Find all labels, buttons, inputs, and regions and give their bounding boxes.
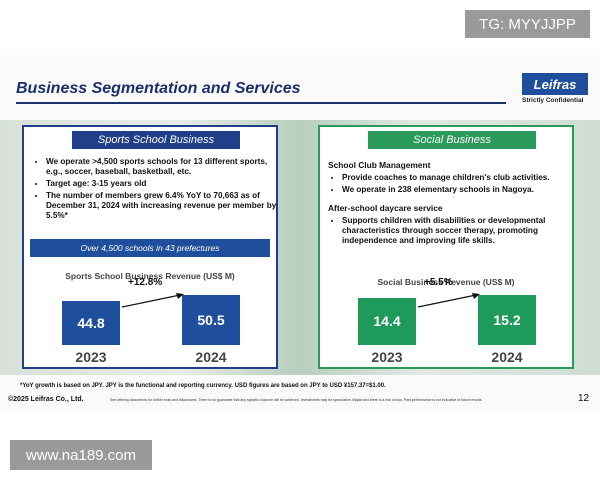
confidential: Strictly Confidential xyxy=(522,97,584,104)
watermark: TG: MYYJJPP xyxy=(465,10,590,38)
chart-title: Sports School Business Revenue (US$ M) xyxy=(65,271,235,281)
panel-title: Social Business xyxy=(368,131,536,149)
bullet-list: Provide coaches to manage children's clu… xyxy=(328,173,564,195)
title-rule xyxy=(16,102,506,104)
bullet-list: Supports children with disabilities or d… xyxy=(328,216,564,246)
bullet: The number of members grew 6.4% YoY to 7… xyxy=(46,191,278,221)
bar-label: 44.8 xyxy=(77,314,105,331)
logo: Leifras xyxy=(522,73,588,95)
bar-label: 50.5 xyxy=(197,312,225,328)
chart-title: Social Business Revenue (US$ M) xyxy=(377,277,515,287)
bullet: We operate in 238 elementary schools in … xyxy=(342,185,564,195)
bar: 50.5 xyxy=(182,295,240,345)
banner: Over 4,500 schools in 43 prefectures xyxy=(30,239,270,257)
panel-social: Social Business School Club Management Pr… xyxy=(318,125,574,369)
bullet-list: We operate >4,500 sports schools for 13 … xyxy=(32,157,278,223)
section-heading: School Club Management xyxy=(328,160,431,170)
sections: School Club Management Provide coaches to… xyxy=(328,157,564,248)
chart: Sports School Business Revenue (US$ M) 44… xyxy=(24,265,276,369)
x-tick-label: 2024 xyxy=(491,349,523,365)
arrow xyxy=(121,293,184,308)
copyright: ©2025 Leifras Co., Ltd. xyxy=(8,396,84,403)
change-label: +12.8% xyxy=(128,277,163,288)
bar: 44.8 xyxy=(62,300,120,345)
section-heading: After-school daycare service xyxy=(328,203,443,213)
panel-title: Sports School Business xyxy=(72,131,240,149)
chart: Social Business Revenue (US$ M) 14.4 2023 1… xyxy=(320,265,572,369)
bullet: Target age: 3-15 years old xyxy=(46,179,278,189)
x-tick-label: 2023 xyxy=(371,349,403,365)
disclaimer: See offering documents for further risks… xyxy=(110,398,483,402)
bullet: Provide coaches to manage children's clu… xyxy=(342,173,564,183)
bar: 14.4 xyxy=(358,297,416,345)
bullet: We operate >4,500 sports schools for 13 … xyxy=(46,157,278,177)
x-tick-label: 2024 xyxy=(195,349,227,365)
panel-sports: Sports School Business We operate >4,500… xyxy=(22,125,278,369)
footnote: *YoY growth is based on JPY. JPY is the … xyxy=(20,383,386,389)
bar: 15.2 xyxy=(478,295,536,345)
slide-title: Business Segmentation and Services xyxy=(16,80,301,97)
change-label: +5.5% xyxy=(424,277,453,288)
watermark: www.na189.com xyxy=(10,440,152,470)
arrow xyxy=(417,293,480,308)
bullet: Supports children with disabilities or d… xyxy=(342,216,564,246)
bar-label: 15.2 xyxy=(493,312,521,328)
bar-label: 14.4 xyxy=(373,313,401,330)
page-number: 12 xyxy=(578,393,590,404)
x-tick-label: 2023 xyxy=(75,349,107,365)
